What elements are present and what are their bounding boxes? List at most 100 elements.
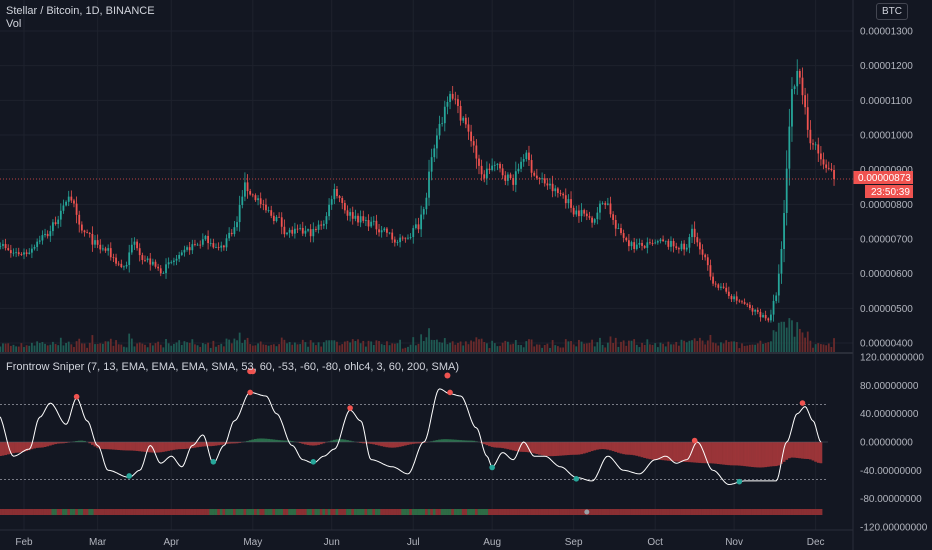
candle-body [80,224,83,231]
volume-bar [528,339,530,352]
histogram-bar [83,440,86,442]
volume-bar [691,340,693,352]
price-tick-label: 0.00001300 [860,27,913,38]
trend-strip-cell [501,509,505,515]
histogram-bar [793,442,796,458]
candle-body [157,266,160,269]
trend-strip-cell [130,509,134,515]
candle-body [75,203,78,215]
trend-strip-cell [411,509,415,515]
histogram-bar [377,442,381,446]
histogram-bar [588,442,591,452]
histogram-bar [645,442,649,459]
histogram-bar [401,442,405,447]
trend-strip-cell [795,509,799,515]
countdown-label: 23:50:39 [871,187,910,198]
trend-strip-cell [435,509,439,515]
trend-strip-cell [535,509,539,515]
volume-bar [717,345,720,352]
volume-bar [165,339,167,352]
histogram-bar [611,442,615,452]
histogram-bar [659,442,662,460]
candle-body [825,164,828,168]
candle-body [688,237,691,248]
trend-strip-cell [582,509,586,515]
trend-strip-cell [72,509,76,515]
trend-strip-cell [446,509,449,515]
trend-strip-cell [264,509,268,515]
candle-body [751,308,754,312]
histogram-bar [787,442,791,459]
histogram-bar [535,442,539,455]
volume-bar [315,345,317,352]
trend-strip-cell [353,509,357,515]
volume-bar [741,343,743,352]
volume-bar [12,344,15,352]
trend-strip-cell [611,509,615,515]
trend-strip-cell [732,509,736,515]
price-tick-label: 0.00001100 [860,96,913,107]
candle-body [567,199,570,204]
currency-badge[interactable]: BTC [876,3,908,20]
trend-strip-cell [396,509,399,515]
candle-body [735,296,738,301]
histogram-bar [54,442,57,445]
histogram-bar [359,442,363,443]
candle-body [743,302,746,304]
volume-bar [467,344,470,352]
volume-bar [727,341,730,352]
volume-bar [712,342,714,352]
candle-body [149,258,152,265]
candle-body [36,241,39,247]
trend-strip-cell [77,509,81,515]
trend-strip-cell [340,509,344,515]
candle-body [330,199,333,205]
candle-body [443,106,446,124]
candle-body [433,148,436,158]
trend-strip-cell [33,509,37,515]
candle-body [641,242,643,246]
candle-body [57,219,60,224]
trend-strip-cell [493,509,497,515]
volume-bar [154,343,157,352]
volume-bar [743,345,746,352]
trend-strip-cell [635,509,639,515]
candle-body [462,117,465,121]
histogram-bar [75,441,78,442]
volume-bar [819,344,822,352]
trend-strip-cell [293,509,297,515]
histogram-bar [304,442,307,445]
volume-bar [41,342,44,352]
volume-bar [291,344,294,352]
histogram-bar [169,442,173,451]
histogram-bar [280,440,284,442]
volume-bar [367,340,370,352]
price-tick-label: 0.00000900 [860,165,913,176]
histogram-bar [467,440,470,442]
volume-bar [748,344,751,352]
volume-bar [791,320,793,352]
candle-body [738,300,741,302]
volume-bar [507,341,509,352]
trend-strip-cell [214,509,218,515]
candle-body [441,123,444,124]
histogram-bar [154,442,157,453]
candle-body [472,141,475,146]
volume-bar [33,345,36,352]
histogram-bar [161,442,165,452]
histogram-bar [41,442,44,448]
volume-bar [785,327,788,352]
histogram-bar [506,442,510,450]
candle-body [683,243,686,250]
volume-bar [656,347,659,352]
trend-strip-cell [690,509,694,515]
histogram-bar [351,441,355,442]
trend-strip-cell [272,509,276,515]
trend-strip-cell [624,509,628,515]
trend-strip-cell [648,509,652,515]
histogram-bar [343,439,347,442]
histogram-bar [1,442,5,456]
candle-body [775,295,778,301]
candle-body [291,229,294,234]
